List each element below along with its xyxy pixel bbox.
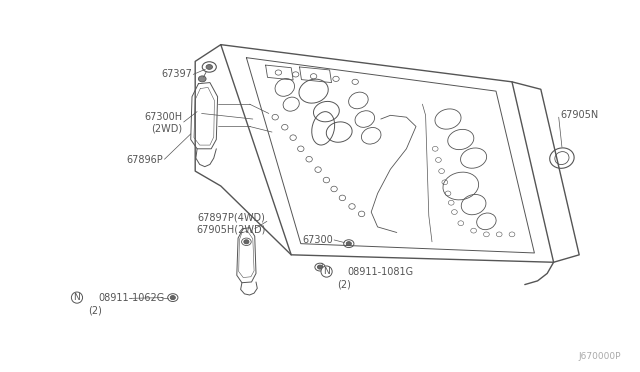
Text: 67300: 67300 xyxy=(302,235,333,245)
Text: 67905N: 67905N xyxy=(560,110,598,120)
Text: 67896P: 67896P xyxy=(127,155,163,165)
Text: J670000P: J670000P xyxy=(579,352,621,361)
Text: 67300H
(2WD): 67300H (2WD) xyxy=(144,112,182,134)
Ellipse shape xyxy=(317,265,323,269)
Ellipse shape xyxy=(346,242,351,246)
Text: N: N xyxy=(323,267,330,276)
Text: 67897P(4WD)
67905H(2WD): 67897P(4WD) 67905H(2WD) xyxy=(196,212,266,234)
Ellipse shape xyxy=(244,240,249,244)
Text: 67397: 67397 xyxy=(161,70,192,79)
Ellipse shape xyxy=(198,76,206,82)
Ellipse shape xyxy=(206,65,212,69)
Text: 08911-1081G: 08911-1081G xyxy=(348,267,413,276)
Text: 08911-1062G: 08911-1062G xyxy=(98,293,164,302)
Text: N: N xyxy=(74,293,81,302)
Ellipse shape xyxy=(170,295,175,300)
Text: (2): (2) xyxy=(88,306,102,315)
Text: (2): (2) xyxy=(337,280,351,289)
